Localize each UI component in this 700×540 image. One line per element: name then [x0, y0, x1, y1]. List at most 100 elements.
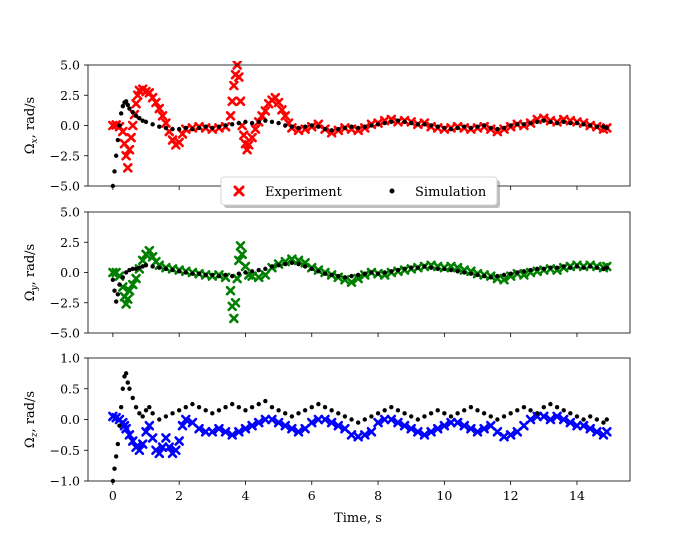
- point-experiment-46: [247, 132, 257, 143]
- point-experiment-16: [157, 442, 168, 452]
- point-experiment-34: [225, 111, 236, 121]
- point-experiment-18: [164, 442, 175, 452]
- point-experiment-6: [124, 430, 135, 440]
- point-experiment-21: [174, 436, 184, 446]
- point-simulation-5: [118, 405, 124, 410]
- point-simulation-78: [561, 119, 566, 125]
- point-simulation-51: [402, 266, 407, 272]
- legend-item-simulation: Simulation: [389, 185, 487, 200]
- point-simulation-3: [115, 441, 121, 447]
- point-simulation-45: [362, 271, 368, 276]
- point-experiment-60: [300, 124, 310, 134]
- point-simulation-32: [249, 405, 255, 410]
- point-experiment-63: [446, 417, 456, 428]
- point-simulation-8: [123, 371, 129, 376]
- point-experiment-68: [479, 423, 489, 434]
- ytick-label: −2.5: [50, 295, 80, 310]
- point-simulation-58: [448, 267, 454, 273]
- point-experiment-66: [466, 423, 476, 434]
- point-experiment-33: [235, 241, 246, 251]
- point-simulation-53: [389, 405, 394, 410]
- point-simulation-23: [216, 273, 222, 279]
- point-experiment-15: [154, 448, 165, 459]
- point-simulation-37: [309, 266, 314, 272]
- point-simulation-23: [190, 401, 195, 407]
- point-experiment-78: [519, 270, 529, 280]
- point-simulation-4: [117, 423, 122, 428]
- point-simulation-20: [170, 411, 175, 416]
- point-simulation-37: [289, 124, 295, 129]
- point-simulation-7: [127, 267, 132, 273]
- point-simulation-46: [369, 270, 374, 275]
- point-simulation-12: [143, 263, 149, 268]
- point-simulation-40: [302, 408, 308, 413]
- point-experiment-57: [379, 270, 390, 280]
- point-simulation-19: [190, 271, 195, 276]
- point-experiment-68: [452, 262, 463, 273]
- point-experiment-45: [243, 140, 254, 150]
- ytick-label: −1.0: [50, 474, 80, 489]
- point-simulation-80: [594, 265, 600, 270]
- point-simulation-71: [515, 122, 520, 127]
- point-simulation-72: [541, 266, 547, 272]
- point-simulation-63: [481, 273, 487, 279]
- point-simulation-10: [127, 106, 132, 111]
- point-simulation-11: [130, 395, 135, 401]
- point-simulation-81: [581, 122, 586, 127]
- point-simulation-14: [157, 265, 162, 270]
- point-simulation-65: [475, 124, 480, 129]
- point-simulation-8: [130, 266, 135, 272]
- point-simulation-35: [276, 120, 281, 126]
- point-experiment-9: [131, 273, 141, 284]
- point-simulation-54: [402, 119, 407, 125]
- point-simulation-34: [289, 260, 295, 266]
- point-simulation-67: [481, 411, 487, 416]
- series-simulation: [110, 99, 609, 189]
- point-experiment-96: [539, 113, 549, 124]
- point-experiment-45: [326, 417, 337, 428]
- point-simulation-44: [355, 272, 361, 278]
- point-simulation-24: [223, 272, 228, 278]
- xtick-label: 4: [241, 488, 249, 503]
- point-experiment-27: [225, 285, 236, 296]
- point-simulation-55: [428, 265, 434, 270]
- point-simulation-26: [216, 124, 222, 129]
- point-simulation-23: [196, 125, 202, 131]
- point-experiment-58: [413, 427, 423, 437]
- point-simulation-17: [150, 411, 155, 416]
- point-experiment-27: [207, 427, 218, 437]
- point-simulation-64: [488, 275, 493, 280]
- point-simulation-49: [369, 123, 374, 128]
- point-experiment-83: [578, 420, 589, 431]
- point-experiment-35: [260, 414, 271, 425]
- point-simulation-73: [521, 405, 527, 410]
- point-experiment-3: [118, 126, 128, 137]
- point-simulation-67: [508, 271, 513, 276]
- point-simulation-55: [402, 411, 407, 416]
- point-simulation-4: [117, 123, 122, 128]
- point-experiment-51: [340, 274, 350, 285]
- point-simulation-69: [521, 269, 527, 274]
- point-simulation-76: [541, 405, 547, 410]
- point-simulation-75: [561, 264, 566, 269]
- point-experiment-55: [393, 417, 403, 428]
- point-simulation-35: [269, 405, 275, 410]
- point-experiment-75: [525, 414, 536, 425]
- point-simulation-66: [481, 123, 487, 128]
- point-simulation-57: [422, 122, 427, 127]
- point-simulation-75: [534, 411, 540, 416]
- point-experiment-16: [154, 260, 165, 271]
- point-simulation-36: [276, 408, 281, 413]
- point-simulation-77: [574, 264, 580, 269]
- point-simulation-57: [415, 417, 421, 422]
- point-simulation-62: [455, 125, 460, 131]
- legend-label-experiment: Experiment: [265, 185, 343, 200]
- legend-label-simulation: Simulation: [415, 185, 487, 200]
- xtick-label: 6: [308, 488, 316, 503]
- point-simulation-63: [462, 124, 467, 129]
- point-experiment-37: [273, 417, 284, 428]
- point-simulation-76: [548, 119, 553, 125]
- point-experiment-42: [239, 130, 249, 140]
- series-experiment: [108, 411, 612, 459]
